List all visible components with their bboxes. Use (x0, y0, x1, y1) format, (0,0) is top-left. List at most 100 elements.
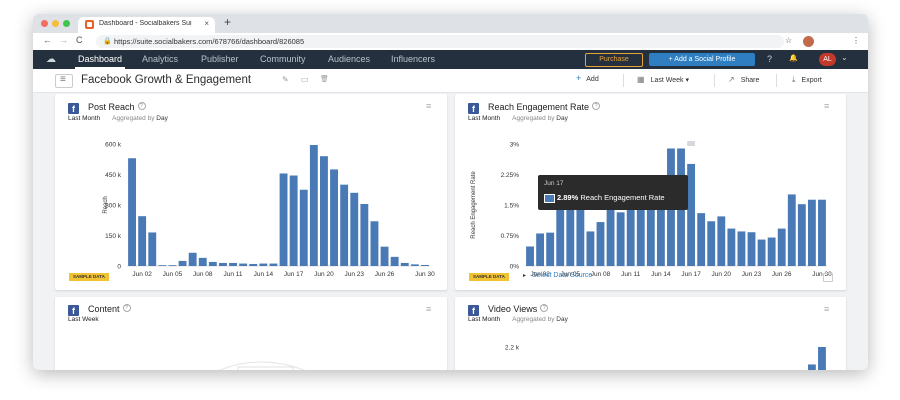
y-tick-label: 0.75% (501, 233, 520, 240)
bar (737, 231, 746, 266)
bar (707, 221, 716, 266)
bar (289, 175, 298, 266)
bar (360, 203, 369, 266)
card-title: Reach Engagement Rate? (488, 102, 601, 112)
card-title: Post Reach? (88, 102, 146, 112)
browser-profile-avatar[interactable] (803, 36, 814, 47)
y-tick-label: 600 k (105, 142, 122, 149)
bar (536, 233, 545, 266)
card-menu-icon[interactable]: ≡ (824, 304, 830, 314)
x-tick-label: Jun 26 (375, 271, 395, 278)
period-label: Last Month (68, 115, 101, 122)
tab-close-icon[interactable]: × (204, 19, 209, 28)
nav-analytics[interactable]: Analytics (142, 54, 179, 64)
y-tick-label: 300 k (105, 203, 122, 210)
y-axis-label: Reach (103, 196, 109, 213)
bar (747, 232, 756, 266)
x-tick-label: Jun 05 (163, 271, 183, 278)
bar (566, 200, 575, 266)
y-tick-label: 450 k (105, 172, 122, 179)
user-menu-chevron-icon[interactable]: ⌄ (841, 53, 848, 62)
x-tick-label: Jun 11 (621, 271, 640, 278)
help-question-icon[interactable]: ? (540, 304, 549, 312)
help-question-icon[interactable]: ? (592, 102, 601, 110)
card-checkbox[interactable] (823, 273, 833, 282)
help-icon[interactable]: ? (767, 54, 773, 64)
nav-community[interactable]: Community (260, 54, 306, 64)
browser-menu-icon[interactable]: ⋮ (852, 36, 860, 45)
nav-publisher[interactable]: Publisher (201, 54, 239, 64)
chart-tooltip: Jun 17 2.89% Reach Engagement Rate (538, 175, 688, 210)
forward-icon[interactable]: → (59, 35, 68, 45)
maximize-window-button[interactable] (63, 20, 70, 27)
x-tick-label: Jun 17 (681, 271, 701, 278)
bar (259, 263, 268, 266)
bar (687, 163, 696, 266)
date-range-dropdown[interactable]: ▦ Last Week ▾ (637, 75, 689, 84)
select-data-source-link[interactable]: Select Data Source (523, 272, 592, 279)
bar (626, 207, 635, 266)
bar (198, 257, 207, 266)
bar (148, 232, 157, 266)
card-menu-icon[interactable]: ≡ (824, 101, 830, 111)
export-download-icon: ⤓ (792, 75, 796, 84)
nav-influencers[interactable]: Influencers (391, 54, 436, 64)
purchase-button[interactable]: Purchase (585, 53, 643, 67)
add-widget-button[interactable]: + Add (576, 73, 599, 83)
help-question-icon[interactable]: ? (137, 102, 146, 110)
share-button[interactable]: ↗ Share (728, 75, 759, 84)
url-field[interactable]: 🔒 https://suite.socialbakers.com/678766/… (96, 35, 784, 48)
edit-pencil-icon[interactable]: ✎ (282, 75, 289, 84)
bar (717, 216, 726, 266)
x-tick-label: Jun 23 (742, 271, 762, 278)
nav-audiences[interactable]: Audiences (328, 54, 371, 64)
card-menu-icon[interactable]: ≡ (426, 304, 432, 314)
aggregation-label: Aggregated by Day (512, 316, 568, 323)
bar (158, 265, 167, 266)
user-avatar[interactable]: AL (819, 53, 836, 66)
sample-data-badge: SAMPLE DATA (469, 273, 509, 281)
bar (596, 222, 605, 266)
notifications-bell-icon[interactable]: 🔔 (789, 55, 798, 62)
bar (320, 156, 328, 266)
delete-trash-icon[interactable]: 🗑 (320, 76, 329, 83)
bookmark-star-icon[interactable]: ☆ (785, 36, 793, 45)
reload-icon[interactable]: C (76, 35, 83, 45)
post-reach-card: f Post Reach? Last Month Aggregated by Da… (55, 94, 447, 290)
export-button[interactable]: ⤓ Export (792, 75, 822, 85)
socialbakers-logo-icon[interactable]: ☁ (46, 54, 56, 65)
bar (340, 184, 349, 266)
x-tick-label: Jun 14 (254, 271, 274, 278)
x-tick-label: Jun 23 (344, 271, 364, 278)
x-tick-label: Jun 11 (224, 271, 243, 278)
nav-dashboard[interactable]: Dashboard (74, 54, 126, 69)
bar (636, 201, 645, 266)
bar (350, 192, 359, 266)
close-window-button[interactable] (41, 20, 48, 27)
bar (767, 237, 776, 266)
bar (697, 213, 706, 266)
period-label: Last Month (468, 316, 501, 323)
bar (576, 209, 585, 266)
browser-tab[interactable]: Dashboard - Socialbakers Sui × (78, 17, 215, 33)
x-tick-label: Jun 20 (314, 271, 334, 278)
engagement-rate-card: f Reach Engagement Rate? Last Month Aggre… (455, 94, 846, 290)
card-menu-icon[interactable]: ≡ (426, 101, 432, 111)
add-social-profile-button[interactable]: + Add a Social Profile (649, 53, 755, 66)
minimize-window-button[interactable] (52, 20, 59, 27)
bar (309, 145, 318, 266)
aggregation-label: Aggregated by Day (512, 115, 568, 122)
bar (421, 264, 429, 266)
video-views-chart: 2.2 k1.65 k (505, 345, 826, 370)
period-label: Last Week (68, 316, 99, 323)
sidebar-menu-button[interactable] (55, 74, 73, 88)
bar (727, 228, 736, 266)
back-icon[interactable]: ← (43, 35, 52, 45)
add-label: Add (586, 76, 599, 83)
comment-icon[interactable]: ▭ (301, 75, 309, 84)
bar (249, 263, 258, 266)
bar (299, 189, 308, 266)
help-question-icon[interactable]: ? (122, 304, 131, 312)
new-tab-button[interactable]: + (224, 15, 232, 29)
bar (807, 364, 816, 370)
